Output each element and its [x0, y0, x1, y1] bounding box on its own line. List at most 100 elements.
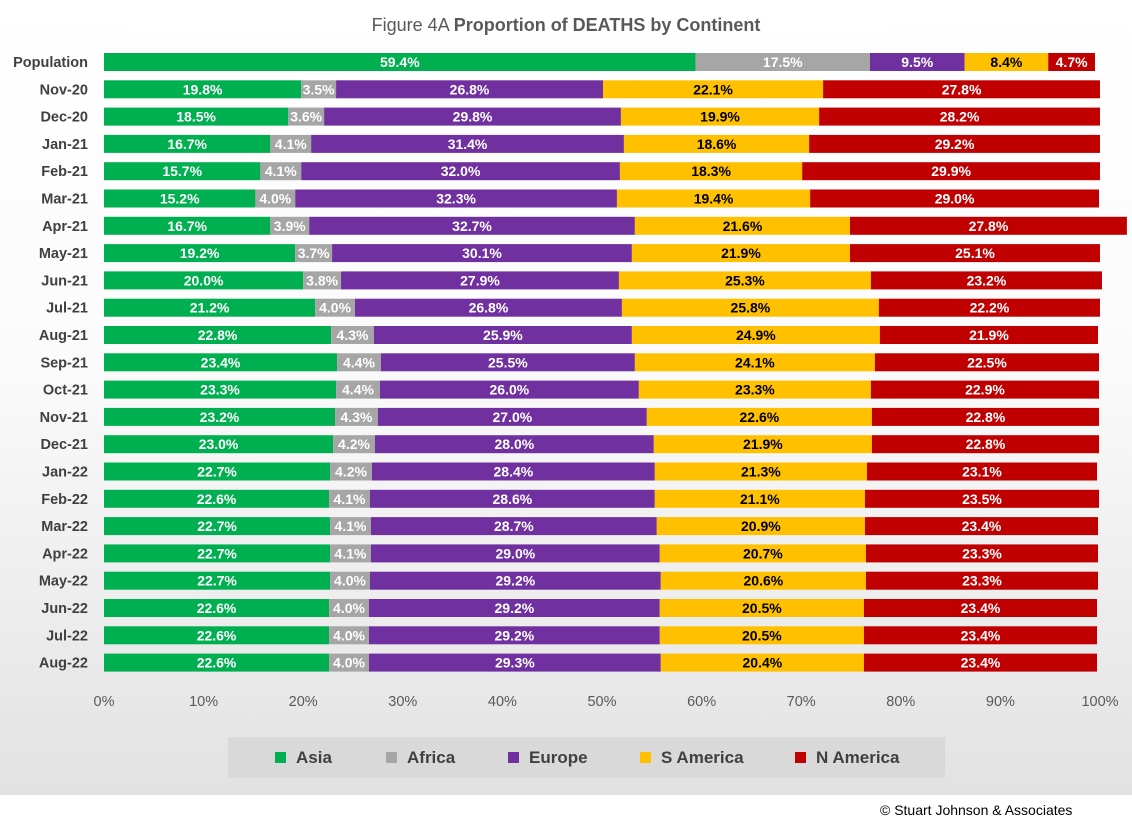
bar-segment-asia	[104, 162, 261, 181]
bar-row-dec-21: 23.0% 4.2% 28.0% 21.9% 22.8%	[104, 435, 1100, 454]
data-label-asia: 23.0%	[199, 436, 239, 452]
bar-segment-europe	[336, 80, 603, 99]
data-label-n-america: 23.5%	[962, 491, 1002, 507]
category-label: Population	[13, 55, 88, 71]
bar-segment-s-america	[620, 107, 820, 126]
data-label-s-america: 21.1%	[740, 491, 780, 507]
category-label: Dec-21	[40, 437, 88, 453]
stacked-bar-chart: Figure 4A Proportion of DEATHS by Contin…	[13, 15, 1127, 778]
data-label-africa: 4.0%	[334, 573, 366, 589]
legend-item-n-america: N America	[795, 748, 900, 767]
x-tick-label: 30%	[388, 694, 417, 710]
bar-row-apr-21: 16.7% 3.9% 32.7% 21.6% 27.8%	[104, 216, 1127, 235]
bar-row-jun-21: 20.0% 3.8% 27.9% 25.3% 23.2%	[104, 271, 1102, 290]
data-label-asia: 19.8%	[183, 81, 223, 97]
data-label-n-america: 23.4%	[961, 600, 1001, 616]
bar-segment-n-america	[864, 517, 1099, 536]
bar-segment-asia	[104, 298, 316, 317]
bar-segment-europe	[370, 544, 660, 563]
bar-row-population: 59.4% 17.5% 9.5% 8.4% 4.7%	[104, 53, 1096, 71]
category-label: Jun-22	[41, 601, 88, 617]
data-label-s-america: 21.9%	[743, 436, 783, 452]
data-label-asia: 18.5%	[176, 109, 216, 125]
bar-segment-n-america	[810, 189, 1100, 208]
bar-segment-europe	[309, 216, 635, 235]
bar-segment-europe	[377, 407, 647, 426]
data-label-africa: 4.0%	[319, 300, 351, 316]
legend-box	[228, 737, 945, 778]
data-label-n-america: 23.4%	[962, 518, 1002, 534]
bar-segment-s-america	[964, 53, 1049, 71]
bar-segment-africa	[255, 189, 296, 208]
data-label-asia: 23.4%	[201, 354, 241, 370]
x-tick-label: 50%	[587, 694, 616, 710]
bar-segment-asia	[104, 599, 330, 617]
bar-row-may-21: 19.2% 3.7% 30.1% 21.9% 25.1%	[104, 244, 1100, 263]
bar-segment-africa	[333, 435, 375, 454]
data-label-europe: 32.0%	[441, 163, 481, 179]
bar-segment-africa	[695, 53, 870, 71]
data-label-europe: 31.4%	[448, 136, 488, 152]
x-axis-ticks: 0% 10% 20% 30% 40% 50% 60% 70% 80% 90% 100%	[94, 694, 1119, 710]
bar-segment-asia	[104, 216, 271, 235]
data-label-africa: 17.5%	[763, 54, 803, 70]
bar-segment-africa	[335, 407, 378, 426]
bar-segment-asia	[104, 134, 271, 153]
bar-segment-n-america	[819, 107, 1100, 126]
data-label-africa: 4.3%	[341, 409, 373, 425]
bar-segment-africa	[336, 380, 380, 399]
data-label-s-america: 18.3%	[691, 163, 731, 179]
bar-segment-n-america	[864, 489, 1100, 508]
bar-segment-n-america	[1048, 53, 1096, 71]
x-tick-label: 20%	[289, 694, 318, 710]
legend-label: Europe	[529, 748, 588, 767]
data-label-s-america: 20.4%	[743, 655, 783, 671]
bar-row-aug-21: 22.8% 4.3% 25.9% 24.9% 21.9%	[104, 326, 1099, 344]
bar-segment-s-america	[654, 462, 867, 481]
category-label: Sep-21	[40, 355, 88, 371]
bar-segment-s-america	[659, 626, 864, 645]
legend-item-s-america: S America	[640, 748, 744, 767]
data-label-s-america: 25.3%	[725, 272, 765, 288]
data-label-s-america: 20.7%	[743, 545, 783, 561]
bar-segment-europe	[373, 326, 632, 344]
bar-row-jan-22: 22.7% 4.2% 28.4% 21.3% 23.1%	[104, 462, 1098, 481]
bar-segment-africa	[288, 107, 325, 126]
bar-segment-n-america	[871, 407, 1100, 426]
category-label: May-22	[39, 574, 88, 590]
data-label-s-america: 20.5%	[742, 600, 782, 616]
bar-segment-n-america	[879, 326, 1099, 344]
bar-segment-n-america	[809, 134, 1100, 153]
bar-segment-n-america	[863, 626, 1098, 645]
bar-row-apr-22: 22.7% 4.1% 29.0% 20.7% 23.3%	[104, 544, 1099, 563]
bar-segment-n-america	[850, 244, 1100, 263]
bar-segment-africa	[330, 571, 370, 590]
bar-segment-europe	[341, 271, 619, 290]
data-label-europe: 25.5%	[488, 354, 528, 370]
data-label-asia: 22.6%	[197, 655, 237, 671]
bar-segment-europe	[370, 517, 657, 536]
legend-label: S America	[661, 748, 744, 767]
category-label: Nov-20	[40, 82, 88, 98]
x-tick-label: 80%	[886, 694, 915, 710]
data-label-n-america: 23.3%	[962, 545, 1002, 561]
bar-segment-europe	[380, 353, 635, 372]
bar-segment-europe	[332, 244, 632, 263]
data-label-europe: 28.7%	[494, 518, 534, 534]
bar-segment-africa	[260, 162, 302, 181]
bar-segment-europe	[379, 380, 639, 399]
bar-segment-s-america	[631, 326, 880, 344]
data-label-n-america: 21.9%	[969, 327, 1009, 343]
bar-segment-africa	[330, 517, 371, 536]
copyright-text: © Stuart Johnson & Associates	[880, 802, 1073, 818]
data-label-asia: 22.7%	[197, 464, 237, 480]
bar-row-jul-21: 21.2% 4.0% 26.8% 25.8% 22.2%	[104, 298, 1100, 317]
bar-segment-asia	[104, 407, 336, 426]
bar-segment-s-america	[659, 544, 866, 563]
data-label-europe: 26.8%	[469, 300, 509, 316]
bar-segment-n-america	[802, 162, 1100, 181]
data-label-africa: 4.2%	[335, 464, 367, 480]
data-label-n-america: 29.9%	[931, 163, 971, 179]
bar-segment-africa	[315, 298, 355, 317]
data-label-europe: 25.9%	[483, 327, 523, 343]
